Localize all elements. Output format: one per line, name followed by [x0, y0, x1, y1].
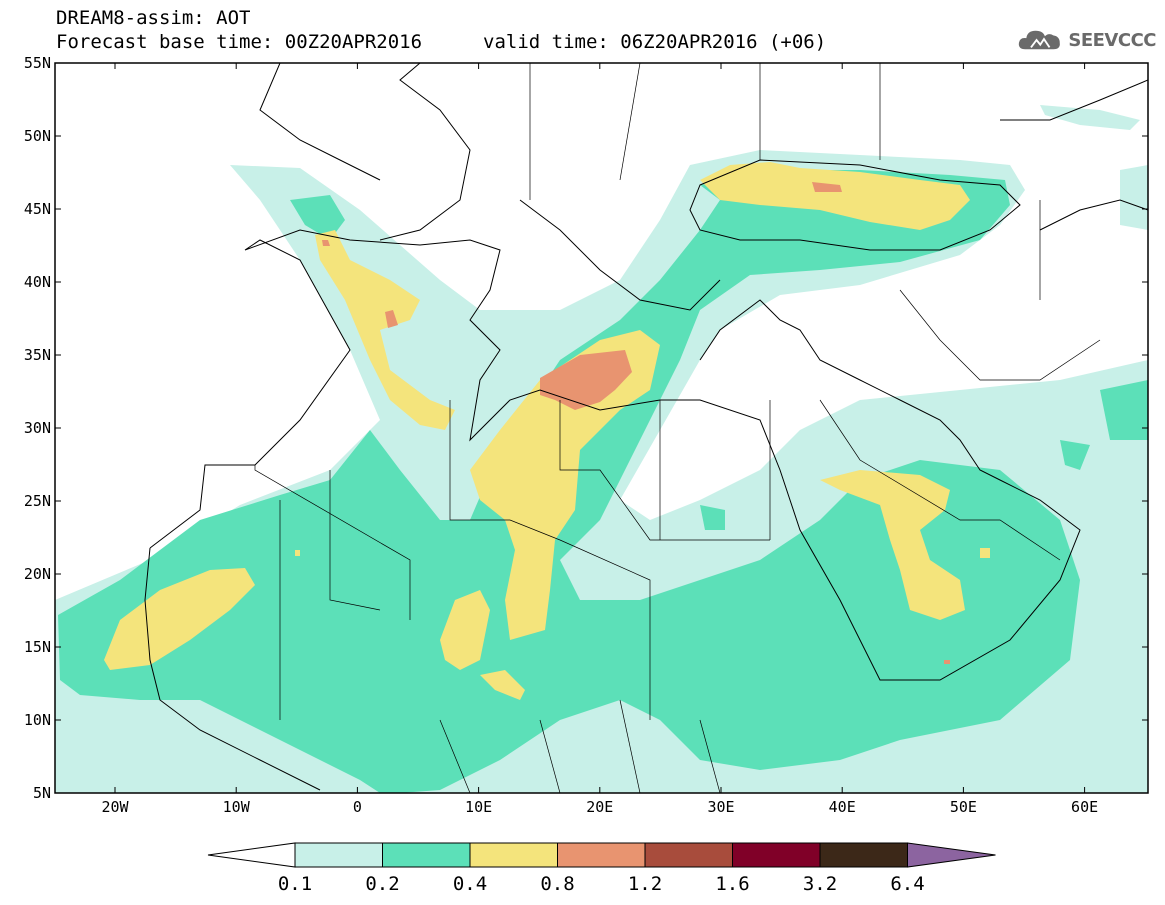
- colorbar-segment: [382, 842, 471, 868]
- lat-label: 55N: [24, 54, 51, 72]
- colorbar-segment: [819, 842, 908, 868]
- valid-time: valid time: 06Z20APR2016 (+06): [483, 31, 827, 53]
- lat-label: 25N: [24, 492, 51, 510]
- colorbar-label: 0.8: [540, 873, 574, 895]
- lat-label: 30N: [24, 419, 51, 437]
- forecast-base-time: Forecast base time: 00Z20APR2016: [56, 31, 423, 53]
- lat-label: 35N: [24, 346, 51, 364]
- lat-label: 50N: [24, 127, 51, 145]
- colorbar-label: 6.4: [890, 873, 924, 895]
- aot-band-0.8: [322, 182, 950, 664]
- lon-label: 10E: [465, 798, 492, 816]
- lat-label: 15N: [24, 638, 51, 656]
- country-borders: [254, 63, 1101, 793]
- colorbar-over-triangle: [907, 842, 996, 868]
- lon-label: 30E: [707, 798, 734, 816]
- lon-label: 20E: [586, 798, 613, 816]
- lat-label: 40N: [24, 273, 51, 291]
- colorbar-label: 0.2: [365, 873, 399, 895]
- lon-label: 20W: [101, 798, 129, 816]
- colorbar-segment: [557, 842, 646, 868]
- lon-label: 60E: [1071, 798, 1098, 816]
- lon-label: 40E: [829, 798, 856, 816]
- logo-text: SEEVCCC: [1068, 29, 1156, 51]
- map-title: DREAM8-assim: AOT: [56, 7, 251, 29]
- colorbar-label: 0.1: [278, 873, 312, 895]
- colorbar-label: 0.4: [453, 873, 487, 895]
- latitude-axis: 55N 50N 45N 40N 35N 30N 25N 20N 15N 10N 5N: [24, 54, 1148, 802]
- cloud-logo-icon: [1018, 30, 1060, 50]
- colorbar-segment: [294, 842, 383, 868]
- aot-colorbar: 0.1 0.2 0.4 0.8 1.2 1.6 3.2 6.4: [207, 842, 996, 895]
- lat-label: 10N: [24, 711, 51, 729]
- lat-label: 45N: [24, 200, 51, 218]
- aot-band-0.2: [58, 170, 1148, 793]
- colorbar-label: 3.2: [803, 873, 837, 895]
- colorbar-segment: [469, 842, 558, 868]
- longitude-axis: 20W 10W 0 10E 20E 30E 40E 50E 60E: [101, 63, 1098, 816]
- lat-label: 5N: [33, 784, 51, 802]
- seevccc-logo: SEEVCCC: [1018, 24, 1156, 56]
- colorbar-label: 1.6: [715, 873, 749, 895]
- colorbar-segment: [732, 842, 821, 868]
- lon-label: 10W: [223, 798, 251, 816]
- aot-contours: [55, 63, 1148, 793]
- lon-label: 0: [353, 798, 362, 816]
- colorbar-label: 1.2: [628, 873, 662, 895]
- colorbar-under-triangle: [207, 842, 296, 868]
- colorbar-segment: [644, 842, 733, 868]
- lon-label: 50E: [950, 798, 977, 816]
- lat-label: 20N: [24, 565, 51, 583]
- coastlines: [144, 63, 1148, 791]
